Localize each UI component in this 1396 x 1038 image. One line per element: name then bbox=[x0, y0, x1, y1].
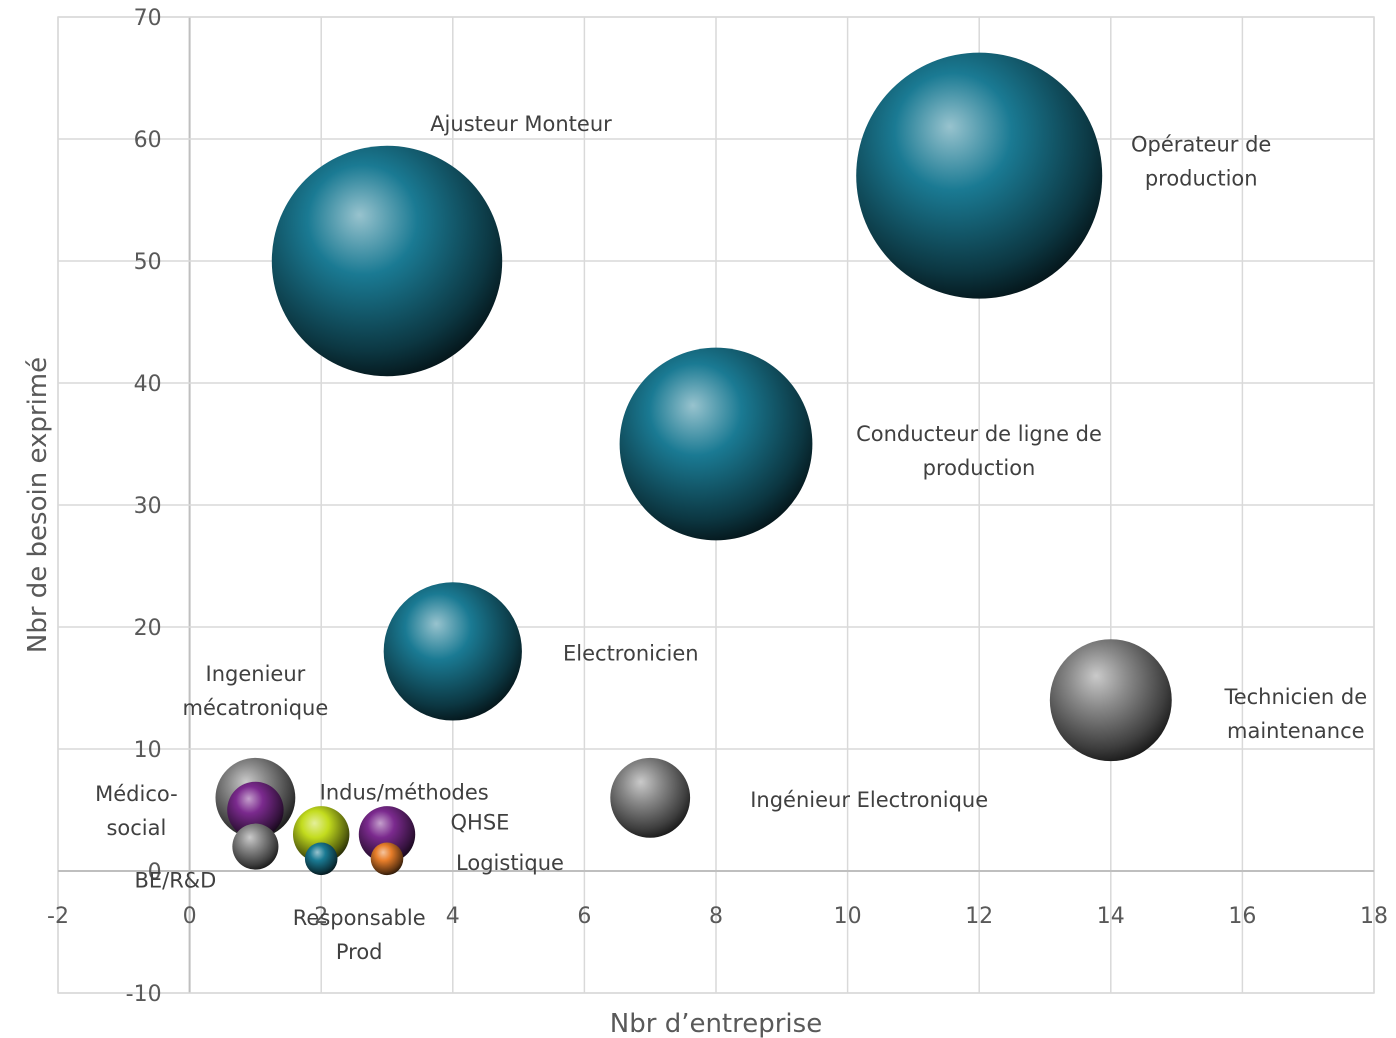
bubble-label: Electronicien bbox=[563, 641, 699, 665]
x-tick-label: 12 bbox=[965, 904, 993, 929]
x-tick-label: 8 bbox=[709, 904, 723, 929]
y-tick-label: 20 bbox=[134, 616, 162, 641]
bubble-qhse bbox=[358, 806, 416, 863]
bubble-label: Ajusteur Monteur bbox=[430, 112, 612, 136]
y-tick-label: 60 bbox=[134, 128, 162, 153]
bubble-technicien-de-maintenance bbox=[1049, 639, 1172, 762]
bubble-responsable-prod bbox=[304, 842, 338, 876]
bubble-label: Ingénieur Electronique bbox=[750, 788, 988, 812]
bubble-medico-social bbox=[227, 781, 284, 839]
bubble-label: Technicien de maintenance bbox=[1223, 685, 1367, 743]
x-tick-label: 14 bbox=[1097, 904, 1125, 929]
y-tick-label: 40 bbox=[134, 372, 162, 397]
bubble-logistique bbox=[370, 842, 404, 876]
y-tick-label: 30 bbox=[134, 494, 162, 519]
bubble-label: Logistique bbox=[456, 851, 564, 875]
y-tick-label: 50 bbox=[134, 250, 162, 275]
y-tick-label: 0 bbox=[148, 860, 162, 885]
bubble-label: Responsable Prod bbox=[293, 906, 426, 964]
bubble-label: Opérateur de production bbox=[1131, 133, 1271, 191]
bubble-label: Indus/méthodes bbox=[320, 780, 489, 804]
bubble-conducteur-de-ligne-de-production bbox=[619, 347, 813, 541]
bubble-indus-methodes bbox=[292, 806, 350, 863]
bubble-label: Médico-social bbox=[95, 782, 178, 840]
bubble-label: Ingenieur mécatronique bbox=[183, 662, 329, 720]
bubble-be-r-d bbox=[232, 823, 279, 870]
x-tick-label: 4 bbox=[446, 904, 460, 929]
y-tick-label: 70 bbox=[134, 6, 162, 31]
bubble-label: BE/R&D bbox=[134, 869, 216, 893]
bubble-ajusteur-monteur bbox=[271, 145, 503, 377]
bubble-labels: Ajusteur Monteur Opérateur de production Co… bbox=[95, 112, 1367, 964]
tick-labels: -2 0 2 4 6 8 10 12 14 16 18 -10 0 10 20 30 40 50 60 70 bbox=[47, 6, 1388, 1007]
x-tick-label: 6 bbox=[577, 904, 591, 929]
bubble-ingenieur-electronique bbox=[610, 757, 691, 838]
x-tick-label: 2 bbox=[314, 904, 328, 929]
x-axis-title: Nbr d’entreprise bbox=[610, 1009, 822, 1038]
bubble-label: Conducteur de ligne de production bbox=[856, 422, 1102, 480]
x-tick-label: 18 bbox=[1360, 904, 1388, 929]
x-tick-label: 10 bbox=[834, 904, 862, 929]
y-axis-title: Nbr de besoin exprimé bbox=[23, 357, 53, 653]
bubble-label: QHSE bbox=[451, 810, 510, 834]
x-tick-label: -2 bbox=[47, 904, 69, 929]
x-tick-label: 16 bbox=[1228, 904, 1256, 929]
bubble-electronicien bbox=[383, 582, 522, 721]
gridlines bbox=[57, 16, 1375, 994]
bubble-operateur-de-production bbox=[856, 52, 1103, 299]
y-tick-label: 10 bbox=[134, 738, 162, 763]
y-tick-label: -10 bbox=[126, 982, 162, 1007]
bubbles bbox=[215, 52, 1172, 876]
x-tick-label: 0 bbox=[183, 904, 197, 929]
